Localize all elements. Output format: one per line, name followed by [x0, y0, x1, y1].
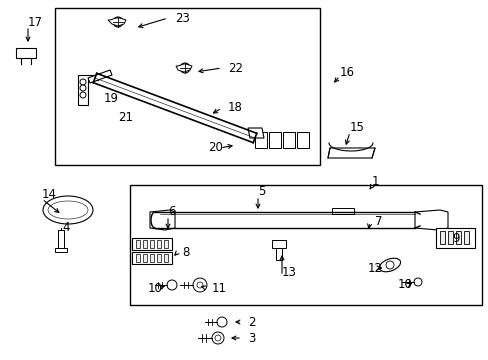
Text: 4: 4 — [62, 221, 69, 234]
Bar — [331, 208, 353, 214]
Bar — [150, 240, 154, 248]
Text: 5: 5 — [258, 185, 265, 198]
Bar — [157, 254, 161, 262]
Circle shape — [180, 63, 190, 73]
Circle shape — [413, 278, 421, 286]
Text: 20: 20 — [207, 141, 223, 154]
Ellipse shape — [43, 196, 93, 224]
Text: 7: 7 — [374, 216, 382, 229]
Text: 17: 17 — [28, 15, 43, 28]
Text: 1: 1 — [371, 175, 379, 189]
Bar — [130, 185, 481, 305]
Bar — [283, 132, 294, 148]
Polygon shape — [150, 210, 175, 230]
Bar — [439, 231, 444, 244]
Polygon shape — [132, 238, 172, 250]
Polygon shape — [327, 148, 374, 158]
Polygon shape — [176, 64, 192, 72]
Circle shape — [80, 92, 86, 98]
Text: 19: 19 — [104, 91, 119, 104]
Bar — [163, 254, 168, 262]
Text: 14: 14 — [42, 189, 57, 202]
Circle shape — [113, 17, 123, 27]
Bar — [16, 48, 36, 58]
Text: 18: 18 — [227, 102, 243, 114]
Bar — [254, 132, 266, 148]
Ellipse shape — [379, 258, 400, 272]
Text: 10: 10 — [397, 279, 412, 292]
Bar — [271, 240, 285, 248]
Bar — [455, 231, 460, 244]
Text: 12: 12 — [367, 261, 382, 274]
Bar — [58, 230, 64, 248]
Bar — [157, 240, 161, 248]
Bar — [142, 254, 147, 262]
Text: 11: 11 — [212, 282, 226, 294]
Polygon shape — [132, 252, 172, 264]
Bar — [55, 248, 67, 252]
Circle shape — [385, 261, 393, 269]
Text: 9: 9 — [451, 231, 459, 244]
Bar — [268, 132, 281, 148]
Circle shape — [197, 282, 203, 288]
Text: 16: 16 — [339, 66, 354, 78]
Text: 15: 15 — [349, 121, 364, 135]
Text: 21: 21 — [118, 112, 133, 125]
Text: 13: 13 — [282, 265, 296, 279]
Circle shape — [212, 332, 224, 344]
Circle shape — [217, 317, 226, 327]
Polygon shape — [414, 210, 447, 230]
Circle shape — [80, 79, 86, 85]
Bar — [296, 132, 308, 148]
Circle shape — [215, 335, 221, 341]
Ellipse shape — [48, 201, 88, 219]
Text: 23: 23 — [175, 12, 189, 24]
Polygon shape — [247, 128, 264, 138]
Bar — [55, 8, 319, 165]
Text: 10: 10 — [148, 282, 163, 294]
Circle shape — [80, 85, 86, 91]
Circle shape — [167, 280, 177, 290]
Bar — [275, 248, 282, 260]
Bar — [447, 231, 452, 244]
Polygon shape — [88, 70, 112, 83]
Bar — [150, 254, 154, 262]
Text: 8: 8 — [182, 246, 189, 258]
Bar — [463, 231, 468, 244]
Bar — [142, 240, 147, 248]
Text: 3: 3 — [247, 332, 255, 345]
Polygon shape — [108, 18, 126, 26]
Polygon shape — [78, 75, 98, 105]
Bar — [136, 254, 140, 262]
Polygon shape — [435, 228, 474, 248]
Text: 6: 6 — [168, 206, 175, 219]
Text: 22: 22 — [227, 62, 243, 75]
Bar — [136, 240, 140, 248]
Circle shape — [193, 278, 206, 292]
Bar — [163, 240, 168, 248]
Text: 2: 2 — [247, 315, 255, 328]
